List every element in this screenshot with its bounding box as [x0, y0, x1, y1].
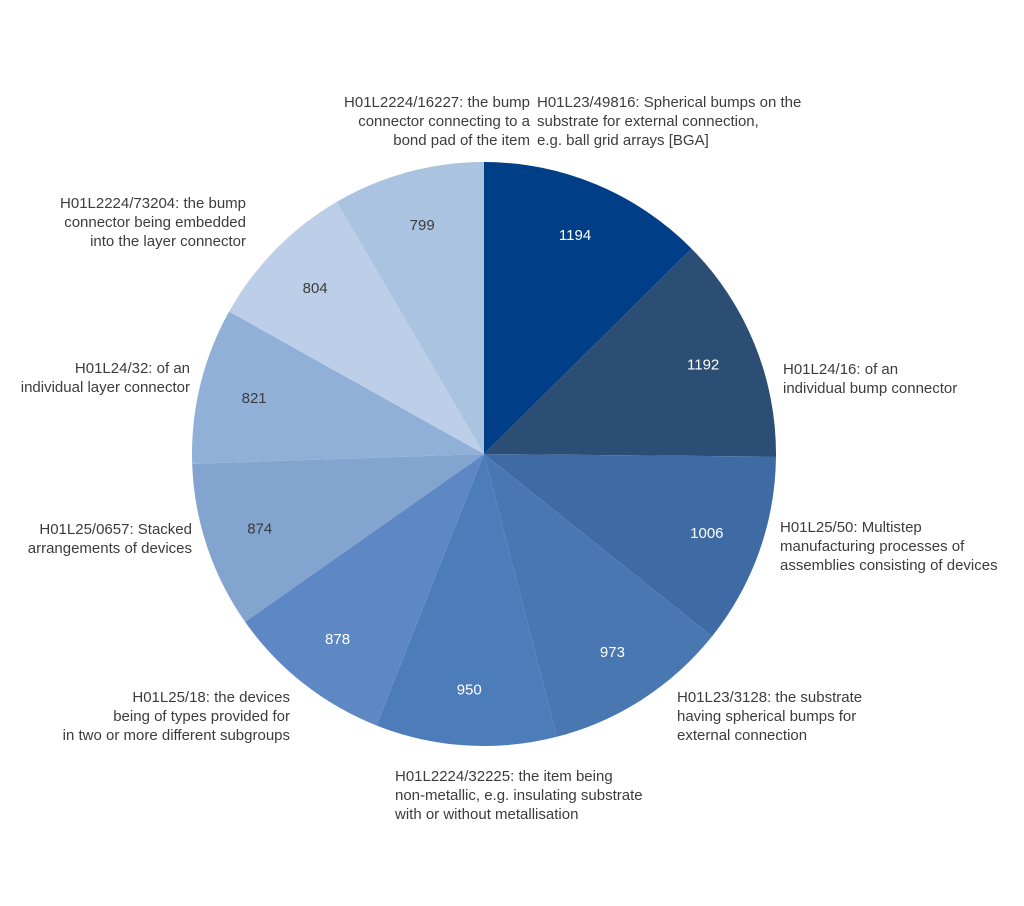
pie-slice-H01L25/18	[245, 454, 484, 726]
pie-value-H01L23/3128: 973	[600, 644, 625, 661]
pie-slice-H01L2224/32225	[376, 454, 557, 746]
pie-slice-H01L24/16	[484, 248, 776, 457]
pie-slice-H01L25/0657	[192, 454, 485, 622]
pie-value-H01L23/49816: 1194	[559, 227, 591, 244]
pie-value-H01L24/32: 821	[242, 390, 267, 407]
pie-value-H01L25/50: 1006	[690, 525, 723, 542]
pie-value-H01L2224/73204: 804	[303, 280, 328, 297]
slice-label-H01L25-50: H01L25/50: Multistep manufacturing proce…	[780, 519, 998, 574]
pie-slice-H01L23/3128	[484, 454, 713, 737]
pie-slice-H01L2224/16227	[336, 162, 484, 454]
pie-slice-H01L23/49816	[484, 162, 692, 454]
slice-label-H01L24-32: H01L24/32: of an individual layer connec…	[20, 360, 190, 396]
slice-label-H01L23-3128: H01L23/3128: the substrate having spheri…	[677, 689, 863, 744]
pie-value-H01L2224/32225: 950	[457, 682, 482, 699]
pie-value-H01L24/16: 1192	[687, 356, 719, 373]
pie-value-H01L25/18: 878	[325, 631, 350, 648]
slice-label-H01L25-0657: H01L25/0657: Stacked arrangements of dev…	[27, 521, 192, 557]
slice-label-H01L23-49816: H01L23/49816: Spherical bumps on the sub…	[537, 94, 802, 149]
pie-slice-H01L2224/73204	[229, 201, 484, 454]
slice-label-H01L24-16: H01L24/16: of an individual bump connect…	[783, 361, 958, 397]
slice-label-H01L2224-73204: H01L2224/73204: the bump connector being…	[60, 195, 246, 250]
pie-slice-H01L24/32	[192, 311, 484, 464]
pie-value-H01L25/0657: 874	[247, 521, 272, 538]
slice-label-H01L2224-32225: H01L2224/32225: the item being non-metal…	[395, 768, 643, 823]
slice-label-H01L2224-16227: H01L2224/16227: the bump connector conne…	[344, 94, 530, 149]
pie-value-H01L2224/16227: 799	[410, 217, 435, 234]
pie-slice-H01L25/50	[484, 454, 776, 637]
slice-label-H01L25-18: H01L25/18: the devices being of types pr…	[62, 689, 290, 744]
